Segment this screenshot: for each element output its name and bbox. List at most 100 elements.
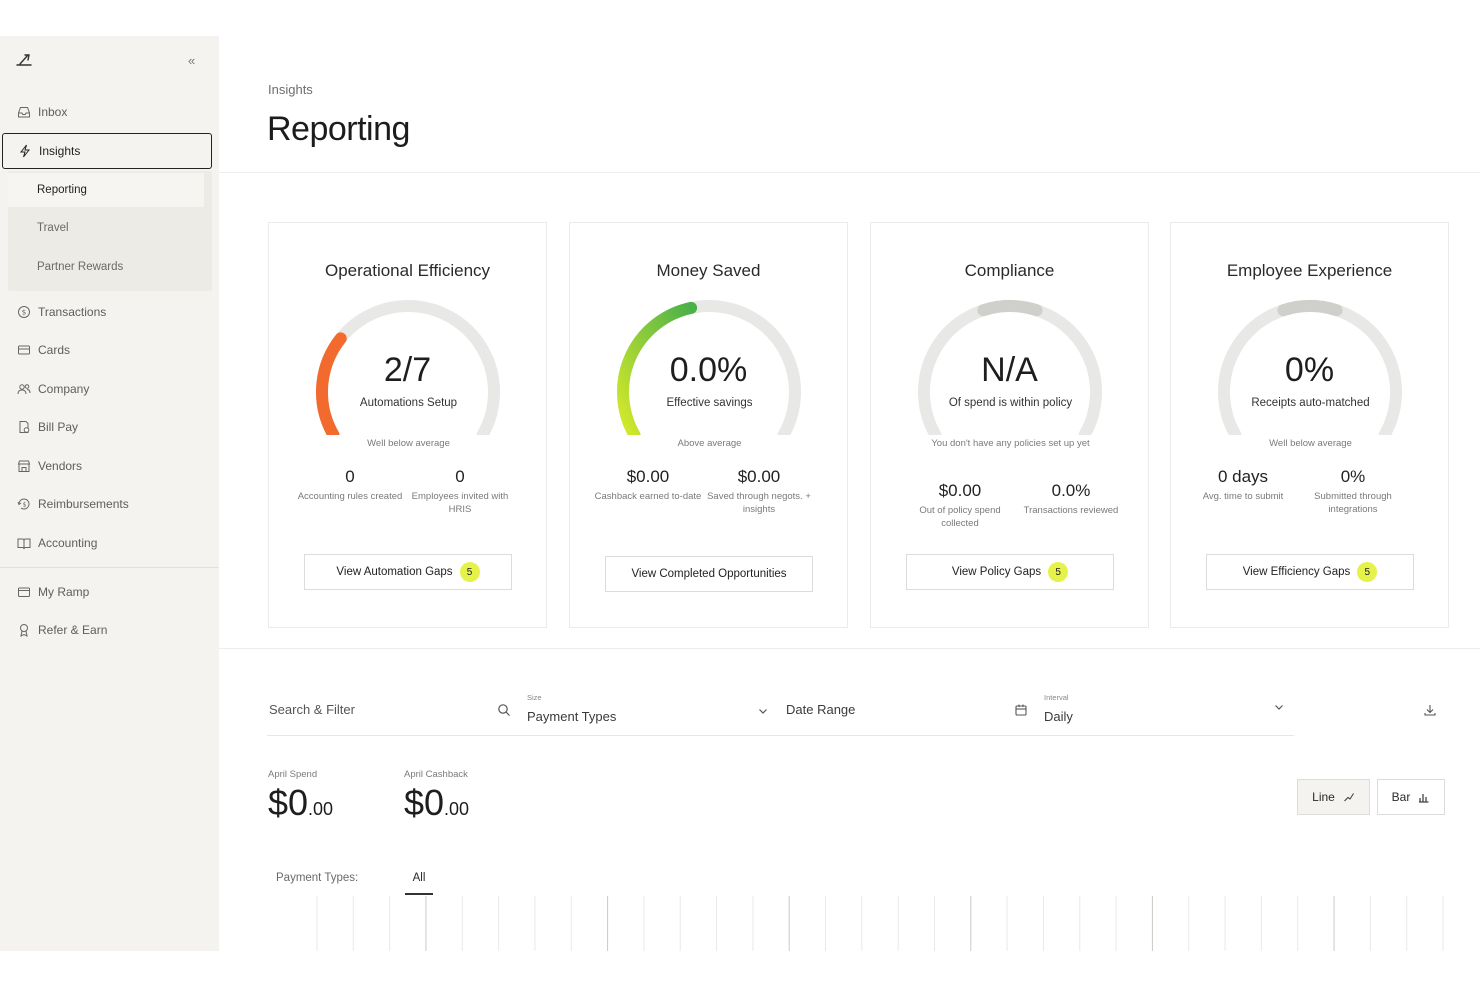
sidebar-item-my-ramp[interactable]: My Ramp [0,575,219,609]
date-range-picker[interactable]: Date Range [784,691,1034,735]
ramp-logo-icon[interactable] [15,52,33,68]
view-efficiency-gaps-button[interactable]: View Efficiency Gaps 5 [1206,554,1414,590]
card-title: Money Saved [656,261,761,280]
gauge-benchmark: Well below average [367,438,450,449]
stat-transactions-reviewed: 0.0% Transactions reviewed [1016,481,1126,517]
tab-all-underline [405,893,433,895]
stat-saved-through-negots: $0.00 Saved through negots. + insights [704,467,814,516]
stat-value: $0.00 [938,481,982,500]
gauge-label: Receipts auto-matched [1251,397,1370,409]
stat-label: Saved through negots. + insights [707,491,811,515]
toggle-label: Line [1312,790,1335,804]
stat-value: 0 days [1217,467,1269,486]
sidebar-item-bill-pay[interactable]: Bill Pay [0,410,219,444]
count-badge: 5 [1357,562,1378,582]
tab-all[interactable]: All [412,872,426,884]
payment-types-label: Payment Types: [276,872,359,884]
card-employee-experience: Employee Experience 0% Receipts auto-mat… [1170,222,1449,628]
button-label: View Policy Gaps [951,566,1042,578]
gauge-chart [617,300,801,435]
stat-submitted-through-integrations: 0% Submitted through integrations [1298,467,1408,516]
card-money-saved: Money Saved 0.0% Effective savings Above… [569,222,848,628]
card-title: Employee Experience [1226,261,1393,280]
stat-cashback-earned: $0.00 Cashback earned to-date [593,467,703,503]
calendar-icon [1015,704,1027,716]
sidebar-item-reimbursements[interactable]: $ Reimbursements [0,487,219,521]
sidebar-subitem-travel[interactable]: Travel [37,222,69,234]
gauge-label: Of spend is within policy [948,397,1073,409]
button-label: View Efficiency Gaps [1242,566,1351,578]
page-title: Reporting [267,110,410,148]
sidebar-item-label: Bill Pay [38,420,79,434]
gauge-benchmark: You don't have any policies set up yet [931,438,1090,449]
sidebar-header: « [0,36,219,86]
gauge-value: 0% [1284,351,1335,389]
gauge-benchmark: Well below average [1269,438,1352,449]
april-cashback-value: $0.00 [404,782,469,824]
stat-label: Avg. time to submit [1202,491,1284,502]
sidebar-item-company[interactable]: Company [0,372,219,406]
sidebar-divider [0,567,219,568]
sidebar-item-cards[interactable]: Cards [0,333,219,367]
search-icon [498,704,510,716]
line-chart-toggle[interactable]: Line [1297,779,1370,815]
stat-value: $0.00 [737,467,781,486]
april-spend-value: $0.00 [268,782,333,824]
sidebar-item-inbox[interactable]: Inbox [0,95,219,129]
bar-chart-icon [1419,794,1429,803]
sidebar: « Inbox Insights Reporting Travel Partne… [0,36,219,951]
button-label: View Automation Gaps [336,566,453,578]
stat-label: Submitted through integrations [1314,491,1392,515]
collapse-sidebar-icon[interactable]: « [188,53,196,68]
gauge-top-segment [1277,300,1343,317]
stat-accounting-rules: 0 Accounting rules created [295,467,405,503]
interval-select[interactable]: Interval Daily [1042,691,1294,735]
count-badge: 5 [1048,562,1069,582]
sidebar-item-vendors[interactable]: Vendors [0,449,219,483]
sidebar-item-label: Vendors [38,459,83,473]
sidebar-item-insights[interactable]: Insights [2,133,212,169]
chart-gridlines [316,896,1444,951]
sidebar-item-label: Reimbursements [38,497,129,511]
gauge-chart [918,300,1102,435]
size-label: Size [527,693,542,702]
sidebar-subitem-reporting[interactable]: Reporting [8,173,204,207]
date-range-label: Date Range [786,702,856,717]
stat-value: 0.0% [1051,481,1091,500]
stat-value: 0 [345,467,355,486]
gauge-fill [617,301,698,435]
spend-chart-grid [316,896,1444,951]
stat-label: Out of policy spend collected [919,505,1001,529]
sidebar-item-label: Transactions [38,305,107,319]
breadcrumb[interactable]: Insights [268,82,313,97]
svg-text:$: $ [23,502,27,509]
view-automation-gaps-button[interactable]: View Automation Gaps 5 [304,554,512,590]
card-icon [16,342,32,358]
sidebar-subitem-partner-rewards[interactable]: Partner Rewards [37,261,124,273]
stat-label: Accounting rules created [297,491,403,502]
size-select[interactable]: Size Payment Types [525,691,771,735]
sidebar-item-label: Insights [39,144,81,158]
view-policy-gaps-button[interactable]: View Policy Gaps 5 [906,554,1114,590]
april-cashback: April Cashback $0.00 [404,769,469,824]
chevron-down-icon [759,709,767,714]
stat-employees-invited: 0 Employees invited with HRIS [405,467,515,516]
sidebar-item-refer-earn[interactable]: Refer & Earn [0,613,219,647]
people-icon [16,381,32,397]
lightning-icon [17,143,33,159]
line-chart-icon [1343,793,1354,802]
view-completed-opportunities-button[interactable]: View Completed Opportunities [605,556,813,592]
sidebar-item-transactions[interactable]: $ Transactions [0,295,219,329]
search-filter-input[interactable]: Search & Filter [267,691,511,735]
sidebar-item-accounting[interactable]: Accounting [0,526,219,560]
bill-icon [16,419,32,435]
award-icon [16,622,32,638]
download-icon[interactable] [1423,703,1437,717]
sidebar-item-label: Cards [38,343,71,357]
sidebar-item-label: Company [38,382,90,396]
bar-chart-toggle[interactable]: Bar [1377,779,1445,815]
inbox-icon [16,104,32,120]
chevron-down-icon [1275,705,1283,710]
gauge-value: 2/7 [383,351,432,389]
sidebar-item-label: Accounting [38,536,98,550]
